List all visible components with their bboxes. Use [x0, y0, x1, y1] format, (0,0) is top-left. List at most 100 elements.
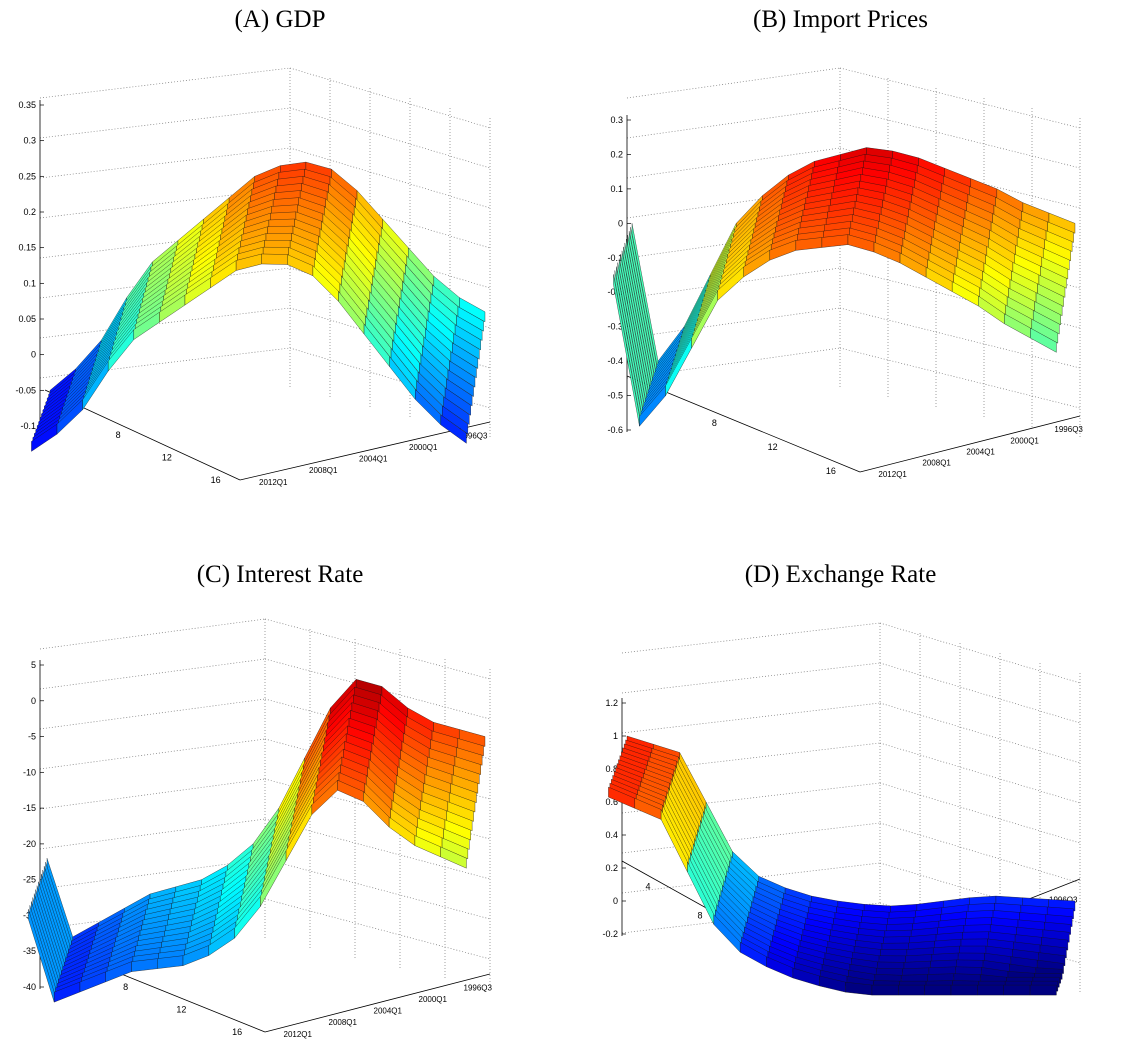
grid-line: [621, 622, 881, 654]
z-tick-label: 0.1: [23, 278, 36, 288]
surface: [31, 161, 486, 452]
z-tick-label: -0.1: [20, 421, 36, 431]
z-tick-label: -0.2: [602, 929, 618, 939]
grid-line: [839, 67, 1081, 129]
z-tick-label: 0: [31, 350, 36, 360]
date-tick-labels: 2012Q1 2008Q1 2004Q1 2000Q1 1996Q3: [878, 425, 1083, 479]
chart-panel-gdp: (A) GDP 0.35 0.3 0.25 0.2 0.15 0.1 0.05 0 -0.05 -…: [0, 0, 560, 500]
z-tick-label: -0.6: [607, 425, 623, 435]
date-tick-label: 2012Q1: [878, 470, 907, 479]
surface-face: [1031, 318, 1059, 344]
surface-face: [1003, 984, 1031, 996]
surface-face: [450, 783, 477, 803]
horizon-tick-label: 16: [232, 1027, 242, 1037]
grid-line: [626, 67, 841, 99]
z-tick-label: 5: [31, 660, 36, 670]
grid-line: [289, 227, 491, 289]
z-tick-label: 1: [613, 731, 618, 741]
grid-line: [289, 67, 491, 129]
surface-face: [1034, 301, 1061, 326]
date-tick-label: 2012Q1: [284, 1030, 313, 1039]
date-tick-labels: 2012Q1 2008Q1 2004Q1 2000Q1 1996Q3: [284, 983, 493, 1038]
horizon-tick-label: 12: [176, 1004, 186, 1014]
date-axis: [264, 973, 491, 1033]
surface-face: [1043, 248, 1070, 271]
z-tick-label: -35: [23, 946, 36, 956]
z-tick-labels: 1.2 1 0.8 0.6 0.4 0.2 0 -0.2: [602, 698, 626, 939]
z-tick-label: 0.3: [610, 115, 623, 125]
grid-line: [39, 778, 266, 810]
grid-line: [39, 107, 291, 139]
z-tick-label: 0.25: [18, 171, 36, 181]
grid-line: [879, 742, 1081, 804]
surface-face: [450, 351, 477, 379]
chart-title: (D) Exchange Rate: [744, 561, 937, 588]
surface-face: [871, 984, 899, 996]
date-tick-labels: 2012Q1 2008Q1 2004Q1 2000Q1 1996Q3: [259, 431, 488, 486]
surface-face: [447, 801, 474, 822]
grid-line: [839, 267, 1081, 329]
surface-face: [1029, 984, 1057, 996]
surface-face: [443, 828, 470, 850]
surface-face: [443, 396, 470, 425]
date-tick-label: 2004Q1: [374, 1007, 403, 1016]
surface-face: [451, 774, 479, 794]
surface-face: [1035, 292, 1063, 317]
z-tick-label: -0.5: [607, 391, 623, 401]
z-tick-label: 0.15: [18, 243, 36, 253]
grid-line: [879, 622, 1081, 684]
horizon-tick-label: 4: [645, 882, 650, 892]
surface-face: [449, 360, 476, 388]
surface-face: [456, 747, 483, 766]
horizon-tick-labels: 481216: [654, 394, 836, 476]
surface-face: [441, 837, 469, 860]
horizon-tick-labels: 481216: [67, 407, 221, 485]
grid-line: [39, 858, 266, 890]
grid-line: [621, 742, 881, 774]
date-tick-label: 2000Q1: [409, 443, 438, 452]
horizon-tick-label: 8: [123, 982, 128, 992]
grid-line: [839, 307, 1081, 369]
surface: [28, 678, 486, 1003]
horizon-tick-label: 16: [211, 475, 221, 485]
horizon-tick-label: 12: [768, 442, 778, 452]
z-tick-label: 0.2: [23, 207, 36, 217]
surface-face: [977, 984, 1004, 996]
grid-line: [264, 858, 491, 920]
z-tick-label: -25: [23, 875, 36, 885]
surface-face: [444, 819, 471, 841]
grid-line: [39, 618, 266, 650]
horizon-tick-label: 8: [712, 418, 717, 428]
surface-face: [950, 984, 978, 996]
grid-line: [289, 107, 491, 169]
date-tick-label: 1996Q3: [464, 983, 493, 992]
date-tick-label: 2004Q1: [966, 447, 995, 456]
z-tick-label: 0.4: [605, 830, 618, 840]
grid-line: [879, 702, 1081, 764]
z-tick-label: 0.05: [18, 314, 36, 324]
surface-face: [453, 765, 480, 785]
grid-line: [839, 347, 1081, 409]
chart-title: (A) GDP: [234, 6, 326, 33]
grid-line: [39, 67, 291, 99]
surface-face: [446, 378, 473, 407]
surface-face: [1038, 274, 1066, 298]
surface-face: [1044, 239, 1071, 262]
chart-title: (B) Import Prices: [753, 6, 928, 33]
date-tick-label: 2008Q1: [922, 459, 951, 468]
horizon-tick-label: 16: [826, 466, 836, 476]
grid-line: [289, 147, 491, 209]
surface-face: [1047, 221, 1074, 243]
surface-face: [444, 387, 471, 416]
date-tick-label: 2000Q1: [419, 995, 448, 1004]
z-tick-label: 0.1: [610, 184, 623, 194]
grid-line: [626, 107, 841, 139]
surface-face: [459, 729, 486, 747]
z-tick-label: -40: [23, 982, 36, 992]
surface-face: [924, 984, 952, 996]
chart-title: (C) Interest Rate: [196, 561, 364, 588]
z-tick-label: 0: [618, 218, 623, 228]
surface-face: [449, 792, 476, 813]
date-axis: [859, 415, 1081, 473]
grid-line: [879, 822, 1081, 884]
